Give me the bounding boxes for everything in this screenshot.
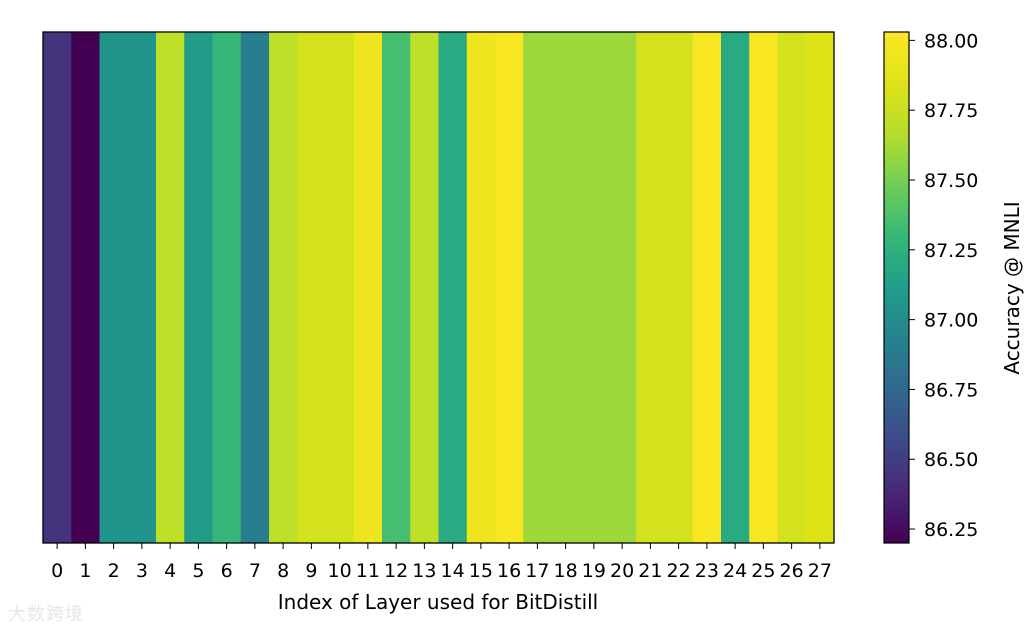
x-tick-label: 1 (79, 560, 91, 582)
heatmap-cell (297, 32, 327, 543)
x-tick-label: 5 (192, 560, 204, 582)
colorbar (883, 31, 910, 544)
x-tick-label: 19 (582, 560, 606, 582)
x-tick-label: 4 (164, 560, 176, 582)
x-tick-label: 20 (610, 560, 634, 582)
heatmap-cell (777, 32, 807, 543)
colorbar-tick-label: 86.50 (924, 449, 978, 471)
heatmap-cell (43, 32, 72, 543)
heatmap-cell (127, 32, 157, 543)
heatmap-cell (805, 32, 835, 543)
x-tick-label: 18 (554, 560, 578, 582)
heatmap-cell (579, 32, 609, 543)
heatmap-cell (608, 32, 637, 543)
heatmap-cell (692, 32, 722, 543)
x-tick-label: 26 (780, 560, 804, 582)
x-tick-label: 12 (384, 560, 408, 582)
heatmap-cell (523, 32, 553, 543)
x-tick-label: 10 (328, 560, 352, 582)
x-tick-label: 11 (356, 560, 380, 582)
heatmap-cell (184, 32, 214, 543)
colorbar-tick-label: 86.75 (924, 379, 978, 401)
plot-frame (42, 31, 835, 544)
x-tick-label: 13 (412, 560, 436, 582)
x-tick-label: 2 (108, 560, 120, 582)
x-tick-label: 0 (51, 560, 63, 582)
x-tick-label: 15 (469, 560, 493, 582)
heatmap-cells (43, 32, 835, 543)
colorbar-tick-label: 88.00 (924, 30, 978, 52)
colorbar-label: Accuracy @ MNLI (1000, 201, 1024, 374)
heatmap-cell (353, 32, 383, 543)
colorbar-tick-label: 87.25 (924, 240, 978, 262)
x-tick-label: 23 (695, 560, 719, 582)
x-tick-label: 25 (751, 560, 775, 582)
colorbar-tick-label: 87.00 (924, 310, 978, 332)
x-tick-label: 6 (221, 560, 233, 582)
colorbar-tick-label: 87.75 (924, 100, 978, 122)
heatmap-cell (438, 32, 468, 543)
heatmap-cell (664, 32, 694, 543)
heatmap-cell (551, 32, 581, 543)
heatmap-cell (410, 32, 440, 543)
x-tick-label: 21 (638, 560, 662, 582)
x-tick-label: 3 (136, 560, 148, 582)
heatmap-cell (156, 32, 185, 543)
colorbar-ticks: 86.25 86.50 86.75 87.00 87.25 87.50 87.75 88.00 (909, 30, 978, 541)
x-axis-ticks: 0 1 2 3 4 5 6 7 8 9 10 11 12 13 14 15 16 17 18 19 20 21 22 23 24… (51, 543, 832, 582)
heatmap-cell (325, 32, 355, 543)
heatmap-cell (99, 32, 129, 543)
heatmap-cell (466, 32, 496, 543)
x-tick-label: 14 (441, 560, 465, 582)
colorbar-tick-label: 87.50 (924, 170, 978, 192)
heatmap-cell (636, 32, 666, 543)
x-tick-label: 9 (305, 560, 317, 582)
colorbar-tick-label: 86.25 (924, 519, 978, 541)
x-tick-label: 16 (497, 560, 521, 582)
x-tick-label: 22 (667, 560, 691, 582)
x-tick-label: 8 (277, 560, 289, 582)
x-tick-label: 27 (808, 560, 832, 582)
heatmap-cell (240, 32, 270, 543)
heatmap-cell (495, 32, 524, 543)
heatmap-cell (212, 32, 242, 543)
heatmap-cell (721, 32, 750, 543)
x-tick-label: 17 (525, 560, 549, 582)
watermark-text: 大数跨境 (8, 604, 84, 625)
x-tick-label: 24 (723, 560, 747, 582)
x-tick-label: 7 (249, 560, 261, 582)
heatmap-cell (71, 32, 101, 543)
heatmap-cell (382, 32, 411, 543)
heatmap-cell (749, 32, 779, 543)
x-axis-label: Index of Layer used for BitDistill (278, 590, 599, 614)
heatmap-cell (269, 32, 298, 543)
